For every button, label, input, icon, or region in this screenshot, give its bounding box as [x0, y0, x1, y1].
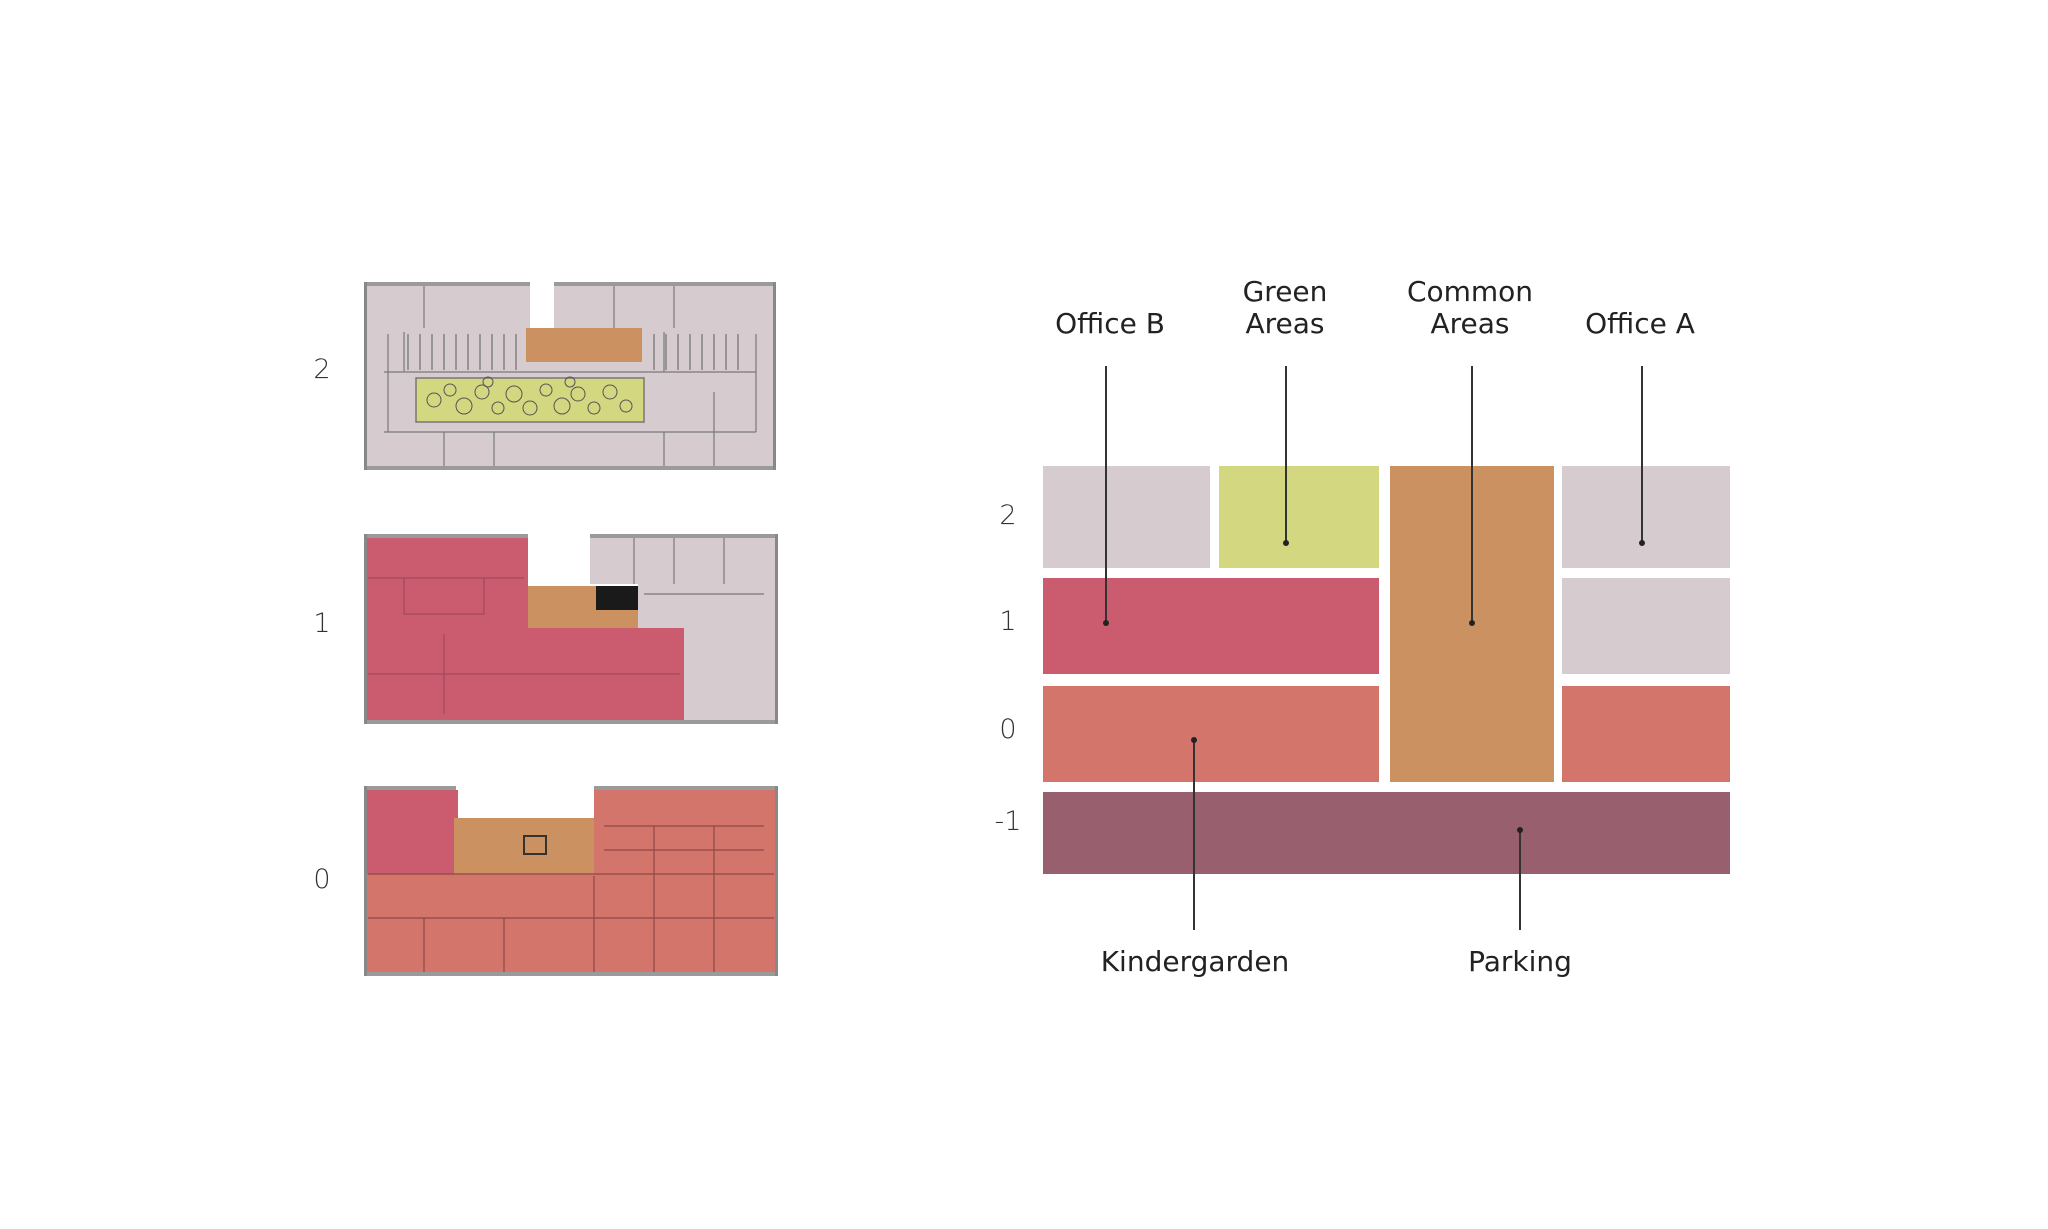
- plan-level-label: 1: [313, 608, 331, 639]
- block-office-b-level-2: [1043, 466, 1210, 568]
- floor-plan-level-0: [364, 786, 778, 976]
- leader-line-office-b: [1105, 366, 1107, 624]
- label-kindergarden: Kindergarden: [1100, 945, 1290, 978]
- floor-plan-level-2: [364, 282, 776, 470]
- plan-level-label: 0: [313, 864, 331, 895]
- floor-plan-level-1: [364, 534, 778, 724]
- block-parking: [1043, 792, 1730, 874]
- diagram-level-label: 2: [999, 500, 1017, 531]
- leader-line-green-areas: [1285, 366, 1287, 544]
- block-office-a-level-2: [1562, 466, 1730, 568]
- label-parking: Parking: [1468, 945, 1572, 978]
- block-level-0-right: [1562, 686, 1730, 782]
- label-green-areas: Green Areas: [1242, 275, 1328, 340]
- label-office-a: Office A: [1585, 307, 1695, 340]
- diagram-level-label: 0: [999, 714, 1017, 745]
- block-kindergarden: [1043, 686, 1379, 782]
- block-office-b-level-1: [1043, 578, 1379, 674]
- leader-line-parking: [1519, 830, 1521, 930]
- leader-dot-green-areas: [1283, 540, 1289, 546]
- label-common-areas: Common Areas: [1406, 275, 1534, 340]
- diagram-level-label: 1: [999, 606, 1017, 637]
- leader-line-kindergarden: [1193, 740, 1195, 930]
- diagram-level-label: -1: [994, 806, 1022, 837]
- block-office-a-level-1: [1562, 578, 1730, 674]
- label-office-b: Office B: [1055, 307, 1165, 340]
- plan-level-label: 2: [313, 354, 331, 385]
- leader-dot-kindergarden: [1191, 737, 1197, 743]
- leader-dot-common-areas: [1469, 620, 1475, 626]
- leader-dot-office-b: [1103, 620, 1109, 626]
- leader-dot-parking: [1517, 827, 1523, 833]
- leader-line-common-areas: [1471, 366, 1473, 624]
- leader-line-office-a: [1641, 366, 1643, 544]
- block-green-areas: [1219, 466, 1379, 568]
- leader-dot-office-a: [1639, 540, 1645, 546]
